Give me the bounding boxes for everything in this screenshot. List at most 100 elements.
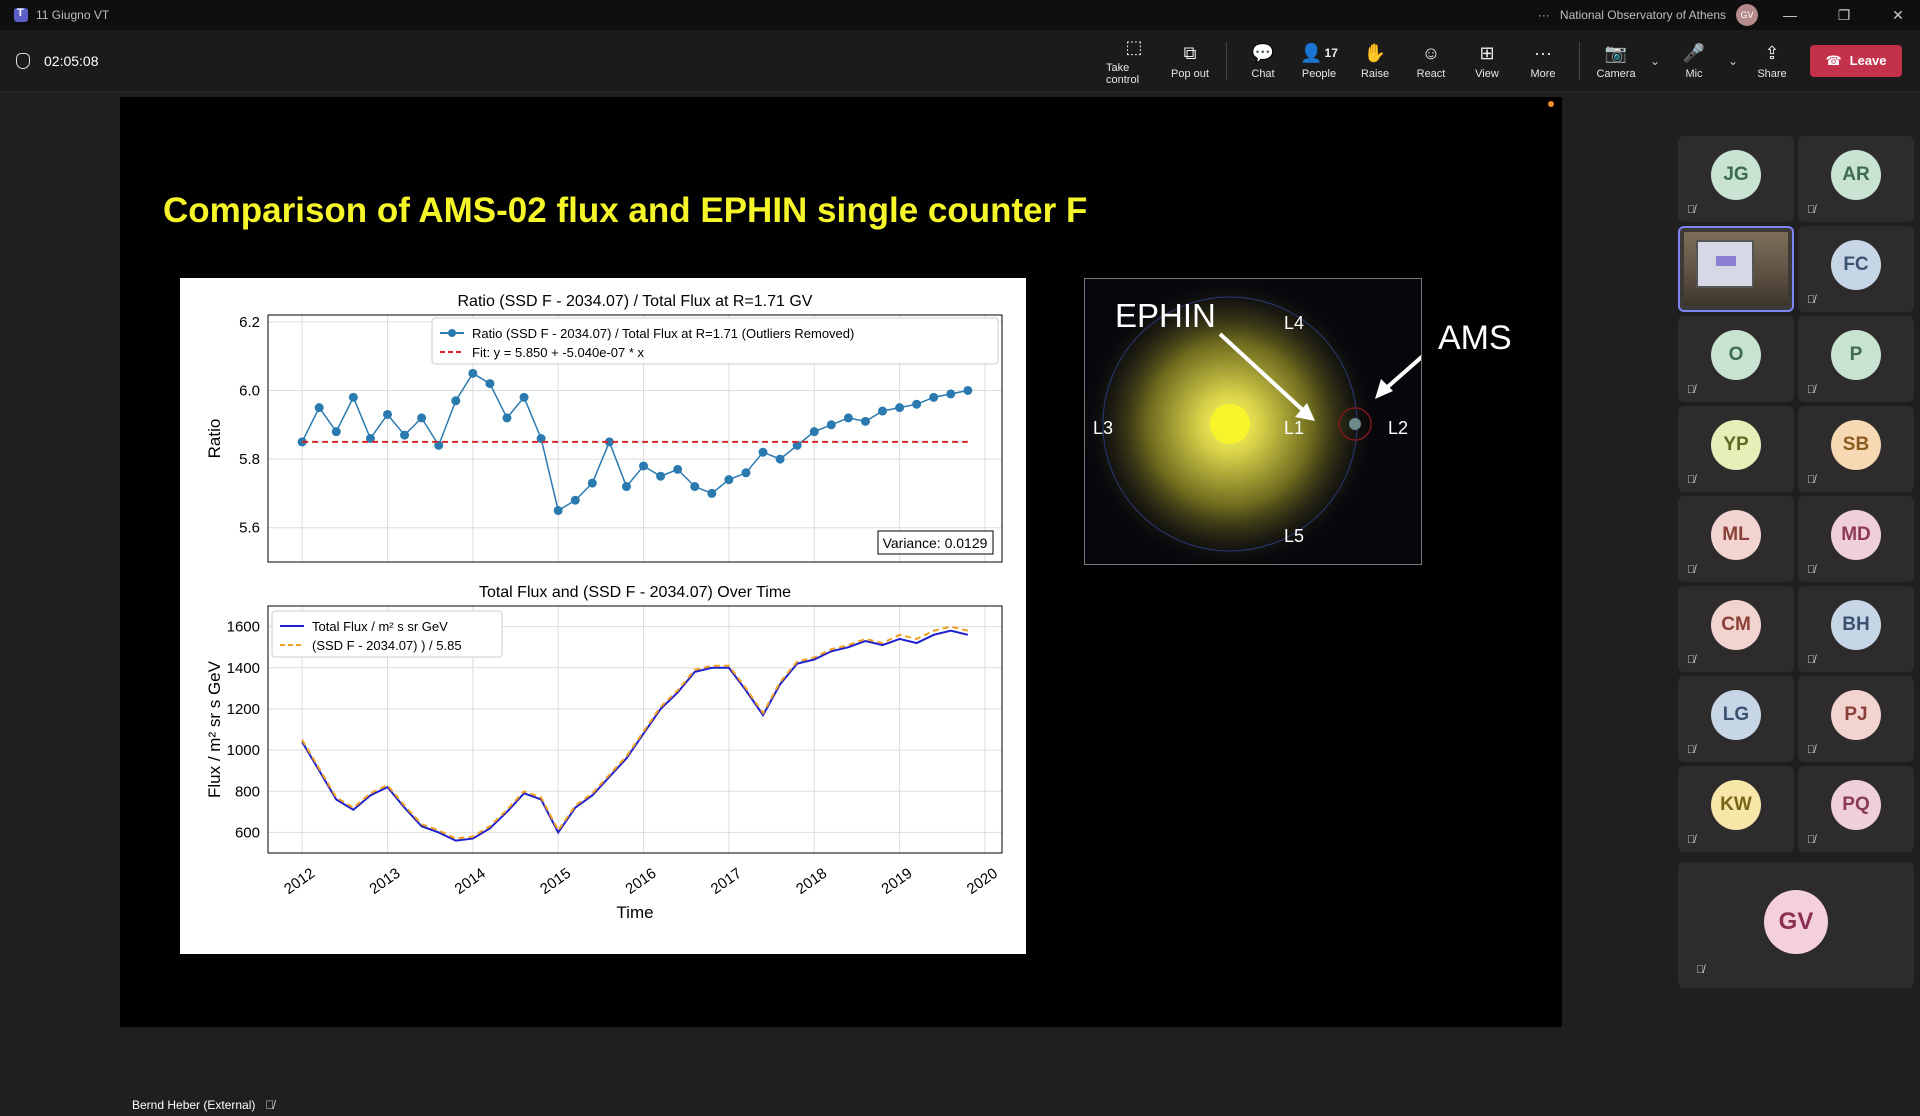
orbit-diagram: EPHIN L1 L2 L3 L4 L5: [1084, 278, 1422, 565]
x-tick-label: 2014: [452, 865, 489, 898]
teams-icon: [14, 7, 28, 22]
data-point: [656, 471, 666, 481]
series-line: [301, 625, 969, 840]
participant-tile[interactable]: ML 🎙̸: [1678, 496, 1794, 582]
ephin-label: EPHIN: [1115, 297, 1216, 334]
participant-video-tile[interactable]: [1678, 226, 1794, 312]
data-point: [878, 406, 888, 416]
y-tick-label: 1400: [227, 660, 260, 677]
window-title: 11 Giugno VT: [36, 8, 110, 22]
mic-off-icon: 🎙̸: [1687, 834, 1696, 846]
camera-button[interactable]: 📷 Camera: [1596, 42, 1636, 80]
participant-tile[interactable]: JG 🎙̸: [1678, 136, 1794, 222]
mic-off-icon: 🎙̸: [265, 1098, 275, 1112]
x-tick-label: 2015: [537, 865, 574, 898]
mic-off-icon: 🎙̸: [1687, 744, 1696, 756]
data-point: [741, 468, 751, 478]
y-tick-label: 600: [235, 824, 260, 841]
x-tick-label: 2018: [793, 865, 830, 898]
people-icon: 👤 17: [1300, 42, 1338, 63]
data-point: [451, 396, 461, 406]
legend-label: Ratio (SSD F - 2034.07) / Total Flux at …: [472, 326, 854, 341]
mic-options-chevron-icon[interactable]: ⌄: [1727, 53, 1739, 68]
people-count: 17: [1324, 45, 1338, 60]
avatar: PQ: [1831, 779, 1881, 830]
chat-button[interactable]: 💬 Chat: [1251, 42, 1275, 80]
ephin-arrowhead: [1295, 403, 1315, 421]
view-button[interactable]: ⊞ View: [1475, 42, 1499, 80]
slide-title: Comparison of AMS-02 flux and EPHIN sing…: [163, 191, 1088, 230]
avatar: YP: [1711, 419, 1761, 470]
l3-label: L3: [1093, 418, 1113, 438]
mic-off-icon: 🎙̸: [1687, 654, 1696, 666]
restore-button[interactable]: ❐: [1837, 6, 1851, 23]
camera-options-chevron-icon[interactable]: ⌄: [1649, 53, 1661, 68]
data-point: [502, 413, 512, 423]
speaker-name: Bernd Heber (External): [132, 1098, 256, 1112]
data-point: [434, 440, 444, 450]
mic-off-icon: 🎙̸: [1687, 474, 1696, 486]
shield-icon: [16, 52, 30, 69]
pop-out-button[interactable]: ⧉ Pop out: [1171, 42, 1209, 80]
shared-screen: Comparison of AMS-02 flux and EPHIN sing…: [120, 97, 1562, 1112]
participant-tile[interactable]: P 🎙̸: [1798, 316, 1914, 402]
y-tick-label: 6.0: [239, 382, 260, 399]
x-tick-label: 2019: [878, 865, 915, 898]
sun: [1210, 404, 1250, 444]
react-button[interactable]: ☺ React: [1416, 42, 1446, 80]
raise-hand-button[interactable]: ✋ Raise: [1360, 42, 1390, 80]
ams-label: AMS: [1438, 319, 1512, 357]
take-control-button[interactable]: ⬚ Take control: [1106, 36, 1143, 86]
avatar: MD: [1831, 509, 1881, 560]
l5-label: L5: [1284, 526, 1304, 546]
smiley-icon: ☺: [1421, 42, 1441, 63]
video-feed: [1684, 232, 1788, 306]
toolbar-divider: [1579, 41, 1580, 80]
share-icon: ⇪: [1764, 42, 1780, 63]
plot-panel: Ratio (SSD F - 2034.07) / Total Flux at …: [180, 278, 1026, 954]
chart-title: Ratio (SSD F - 2034.07) / Total Flux at …: [458, 293, 813, 310]
user-avatar[interactable]: GV: [1736, 4, 1758, 26]
share-button[interactable]: ⇪ Share: [1757, 42, 1787, 80]
participant-tile[interactable]: LG 🎙̸: [1678, 676, 1794, 762]
y-tick-label: 5.6: [239, 520, 260, 537]
participant-tile[interactable]: MD 🎙̸: [1798, 496, 1914, 582]
mic-button[interactable]: 🎤 Mic: [1682, 42, 1706, 80]
y-tick-label: 5.8: [239, 451, 260, 468]
participant-tile[interactable]: CM 🎙̸: [1678, 586, 1794, 672]
x-axis-label: Time: [616, 903, 653, 922]
participant-tile[interactable]: BH 🎙̸: [1798, 586, 1914, 672]
participant-tile[interactable]: PJ 🎙̸: [1798, 676, 1914, 762]
series-line: [301, 629, 969, 842]
avatar: PJ: [1831, 689, 1881, 740]
avatar: O: [1711, 329, 1761, 380]
participant-tile[interactable]: O 🎙̸: [1678, 316, 1794, 402]
more-button[interactable]: ··· More: [1530, 42, 1556, 80]
more-options-button[interactable]: ···: [1537, 8, 1550, 22]
l4-label: L4: [1284, 313, 1304, 333]
leave-button[interactable]: ☎ Leave: [1810, 44, 1902, 77]
participant-tile[interactable]: YP 🎙̸: [1678, 406, 1794, 492]
ephin-arrow: [1218, 332, 1309, 416]
avatar: KW: [1711, 779, 1761, 830]
avatar: BH: [1831, 599, 1881, 650]
participant-tile[interactable]: FC 🎙̸: [1798, 226, 1914, 312]
self-tile[interactable]: GV 🎙̸: [1678, 862, 1914, 988]
participant-tile[interactable]: KW 🎙̸: [1678, 766, 1794, 852]
org-name: National Observatory of Athens: [1559, 8, 1726, 22]
minimize-button[interactable]: —: [1783, 7, 1797, 23]
people-button[interactable]: 👤 17 People: [1300, 42, 1338, 80]
data-point: [485, 379, 495, 389]
mic-off-icon: 🎙̸: [1807, 834, 1816, 846]
data-point: [639, 461, 649, 471]
data-point: [348, 392, 358, 402]
close-button[interactable]: ✕: [1892, 6, 1904, 23]
earth: [1349, 418, 1361, 430]
avatar: CM: [1711, 599, 1761, 650]
data-point: [707, 488, 717, 498]
data-point: [673, 464, 683, 474]
participant-tile[interactable]: AR 🎙̸: [1798, 136, 1914, 222]
participant-tile[interactable]: SB 🎙̸: [1798, 406, 1914, 492]
variance-box: [877, 530, 994, 555]
participant-tile[interactable]: PQ 🎙̸: [1798, 766, 1914, 852]
